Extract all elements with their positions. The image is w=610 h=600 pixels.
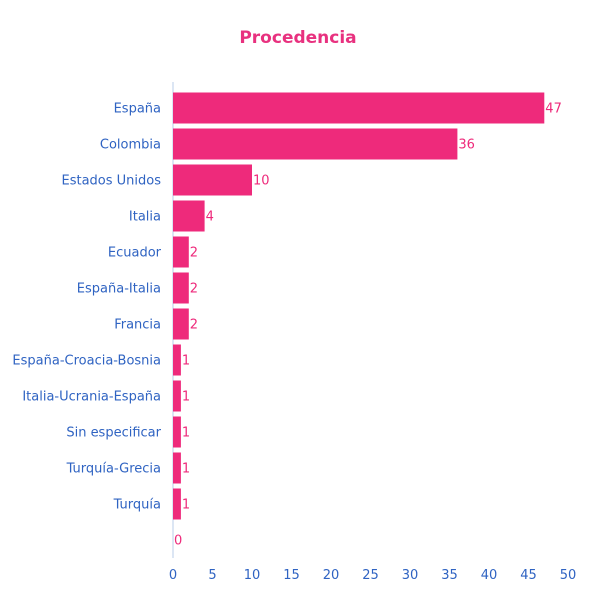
x-tick-label-40: 40 [481, 568, 498, 583]
bar-colombia [173, 128, 458, 160]
category-label-turqu-a-grecia: Turquía-Grecia [66, 462, 161, 477]
category-label-espa-a: España [114, 102, 161, 117]
bar-italia [173, 200, 205, 232]
x-tick-label-30: 30 [402, 568, 419, 583]
value-label-italia-ucrania-espa-a: 1 [182, 390, 190, 405]
category-label-espa-a-italia: España-Italia [77, 282, 161, 297]
x-tick-label-10: 10 [244, 568, 261, 583]
category-label-sin-especificar: Sin especificar [66, 426, 161, 441]
value-label-espa-a: 47 [545, 102, 562, 117]
value-label-estados-unidos: 10 [253, 174, 270, 189]
value-label-ecuador: 2 [190, 246, 198, 261]
category-label-italia: Italia [129, 210, 161, 225]
x-tick-label-0: 0 [169, 568, 177, 583]
x-tick-label-15: 15 [283, 568, 300, 583]
value-label-turqu-a: 1 [182, 498, 190, 513]
x-tick-label-25: 25 [362, 568, 379, 583]
x-tick-label-50: 50 [560, 568, 577, 583]
x-tick-label-20: 20 [323, 568, 340, 583]
category-label-italia-ucrania-espa-a: Italia-Ucrania-España [22, 390, 161, 405]
category-label-turqu-a: Turquía [113, 498, 161, 513]
bar-estados-unidos [173, 164, 252, 196]
category-label-colombia: Colombia [100, 138, 161, 153]
value-label-francia: 2 [190, 318, 198, 333]
bar-ecuador [173, 236, 189, 268]
bar-espa-a-italia [173, 272, 189, 304]
value-label-espa-a-croacia-bosnia: 1 [182, 354, 190, 369]
bar-espa-a-croacia-bosnia [173, 344, 181, 376]
bar-espa-a [173, 92, 545, 124]
x-tick-label-45: 45 [520, 568, 537, 583]
x-tick-label-35: 35 [441, 568, 458, 583]
bar-turqu-a-grecia [173, 452, 181, 484]
bar-italia-ucrania-espa-a [173, 380, 181, 412]
category-label-espa-a-croacia-bosnia: España-Croacia-Bosnia [12, 354, 161, 369]
value-label-turqu-a-grecia: 1 [182, 462, 190, 477]
category-label-ecuador: Ecuador [108, 246, 162, 261]
value-label-blank: 0 [174, 534, 182, 549]
bar-turqu-a [173, 488, 181, 520]
bar-sin-especificar [173, 416, 181, 448]
chart-title: Procedencia [239, 28, 357, 48]
value-label-colombia: 36 [458, 138, 475, 153]
value-label-espa-a-italia: 2 [190, 282, 198, 297]
value-label-sin-especificar: 1 [182, 426, 190, 441]
x-tick-label-5: 5 [208, 568, 216, 583]
bar-francia [173, 308, 189, 340]
category-label-estados-unidos: Estados Unidos [61, 174, 161, 189]
value-label-italia: 4 [206, 210, 214, 225]
category-label-francia: Francia [114, 318, 161, 333]
